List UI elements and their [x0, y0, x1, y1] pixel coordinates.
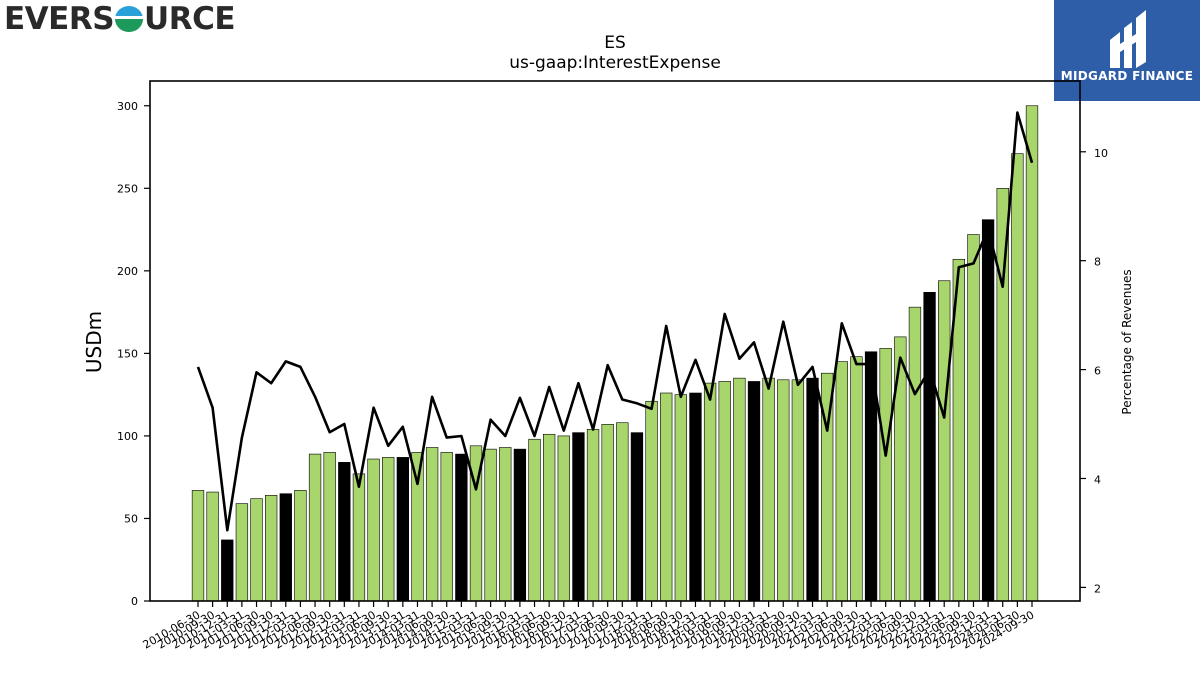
bar: [630, 432, 644, 602]
bar: [265, 495, 278, 602]
bar: [235, 503, 249, 602]
bar: [191, 490, 205, 602]
bar: [777, 379, 790, 602]
bar: [279, 493, 292, 602]
bar: [762, 377, 775, 602]
bar: [543, 433, 556, 602]
bar: [879, 348, 892, 602]
y-tick-label: 50: [124, 512, 138, 525]
eversource-logo-text-post: URCE: [144, 1, 236, 37]
y-tick-label: 250: [117, 182, 138, 195]
bar: [718, 381, 731, 602]
midgard-finance-brand-text: MIDGARD FINANCE: [1060, 69, 1194, 83]
bar: [308, 453, 322, 602]
globe-icon: [115, 6, 144, 32]
midgard-finance-logo: MIDGARD FINANCE: [1054, 0, 1200, 101]
y-tick-label: 0: [131, 595, 138, 608]
bar: [352, 473, 366, 602]
bar: [660, 392, 673, 602]
plot-frame: [149, 80, 1081, 602]
y2-tick-label: 6: [1094, 365, 1101, 378]
y2-axis-label: Percentage of Revenues: [1120, 269, 1134, 414]
bar: [528, 438, 541, 602]
bar: [689, 392, 702, 602]
y2-tick-label: 8: [1094, 256, 1101, 269]
bar-series: [191, 105, 1039, 602]
axes: 0501001502002503002468102010-06-302010-0…: [117, 80, 1108, 652]
bar: [981, 219, 995, 602]
y2-tick-label: 2: [1094, 582, 1101, 595]
y2-tick-label: 10: [1094, 147, 1108, 160]
bar: [338, 462, 351, 602]
bar: [1011, 153, 1024, 602]
y-axis-label: USDm: [82, 311, 106, 373]
chart-title: ES: [604, 33, 626, 53]
bar: [250, 498, 263, 602]
y2-tick-label: 4: [1094, 473, 1101, 486]
y-tick-label: 300: [117, 100, 138, 113]
bar: [1025, 105, 1039, 602]
y-tick-label: 200: [117, 265, 138, 278]
bar: [294, 490, 307, 602]
bar: [938, 280, 951, 602]
bar: [806, 377, 819, 602]
y-tick-label: 150: [117, 347, 138, 360]
bar: [791, 379, 805, 602]
bar: [674, 394, 687, 602]
bar: [835, 361, 848, 602]
bar: [411, 452, 424, 602]
bar: [425, 447, 439, 602]
bar: [586, 429, 600, 602]
bar: [850, 356, 863, 602]
bar: [967, 234, 980, 602]
bar: [382, 457, 395, 602]
bar: [499, 447, 512, 602]
percentage-line: [196, 111, 1034, 532]
bar: [455, 453, 468, 602]
bar: [206, 491, 219, 602]
bar: [908, 306, 922, 602]
bar: [733, 377, 746, 602]
eversource-logo-text-pre: EVERS: [4, 1, 115, 37]
eversource-logo: EVERS URCE: [4, 1, 236, 37]
bar: [616, 422, 629, 602]
bar: [513, 448, 527, 602]
bar: [484, 448, 497, 602]
chart-subtitle: us-gaap:InterestExpense: [509, 53, 721, 73]
bar: [703, 382, 717, 602]
bar: [440, 452, 453, 602]
midgard-mark-icon: [1110, 10, 1146, 68]
bar: [396, 457, 409, 602]
bar: [601, 424, 614, 602]
bar: [747, 381, 761, 602]
bar: [557, 435, 570, 602]
bar: [572, 432, 585, 602]
y-tick-label: 100: [117, 430, 138, 443]
line-series: [196, 111, 1034, 532]
bar: [923, 292, 936, 602]
bar: [645, 400, 658, 602]
bar: [323, 452, 336, 602]
bar: [221, 539, 234, 602]
bar: [367, 458, 380, 602]
